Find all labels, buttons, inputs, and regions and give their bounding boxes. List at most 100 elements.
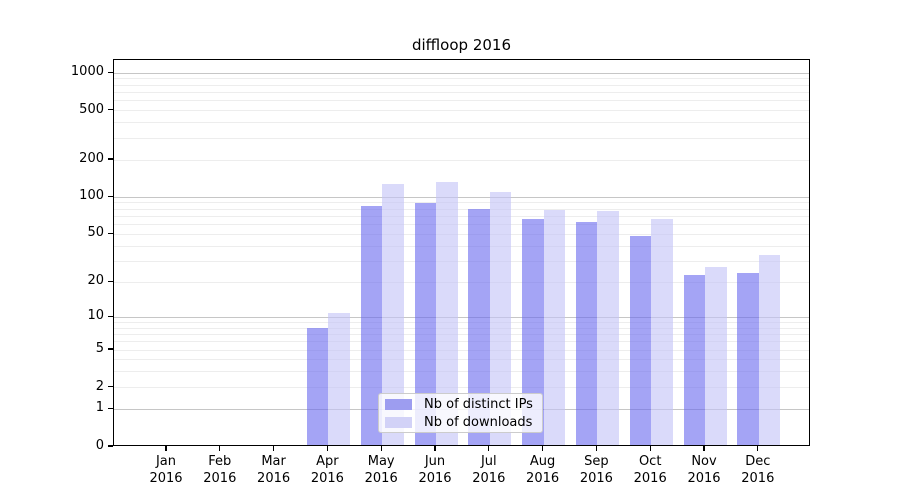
bar-distinct-ips-nov	[683, 275, 705, 445]
x-tick-mark	[434, 446, 436, 451]
x-tick-label: Mar 2016	[257, 454, 291, 486]
gridline	[114, 371, 809, 373]
bar-distinct-ips-dec	[737, 272, 759, 445]
gridline	[114, 208, 809, 210]
legend-label: Nb of distinct IPs	[424, 396, 533, 412]
legend-swatch-downloads	[385, 416, 412, 428]
gridline	[114, 224, 809, 226]
y-tick-mark	[108, 407, 113, 410]
bar-downloads-nov	[705, 266, 727, 445]
legend-label: Nb of downloads	[424, 414, 533, 430]
gridline	[114, 78, 809, 80]
chart-title: diffloop 2016	[411, 36, 511, 54]
bar-downloads-may	[382, 184, 404, 445]
gridline	[114, 333, 809, 335]
legend-swatch-distinct-ips	[385, 398, 412, 410]
gridline	[114, 321, 809, 323]
x-tick-label: Jun 2016	[418, 454, 452, 486]
y-tick-label: 10	[87, 308, 104, 324]
gridline	[114, 349, 809, 351]
y-tick-mark	[108, 445, 113, 447]
gridline	[114, 260, 809, 262]
y-tick-label: 0	[95, 438, 104, 453]
x-tick-mark	[165, 446, 167, 451]
gridline	[114, 387, 809, 389]
gridline	[114, 327, 809, 329]
gridline	[114, 91, 809, 93]
x-tick-label: Apr 2016	[310, 454, 344, 486]
plot-area	[113, 59, 810, 446]
bar-distinct-ips-may	[360, 205, 383, 445]
y-tick-mark	[108, 232, 113, 234]
x-tick-mark	[542, 446, 544, 451]
gridline	[114, 245, 809, 247]
x-tick-mark	[273, 446, 275, 451]
bar-distinct-ips-sep	[575, 221, 598, 445]
gridline	[114, 72, 809, 74]
y-tick-label: 100	[79, 188, 104, 204]
legend-item-distinct-ips: Nb of distinct IPs	[385, 397, 536, 412]
x-tick-label: Jul 2016	[472, 454, 506, 486]
x-tick-mark	[219, 446, 221, 451]
gridline	[114, 110, 809, 112]
gridline	[114, 233, 809, 235]
bar-distinct-ips-jul	[468, 209, 490, 445]
bar-downloads-dec	[758, 254, 781, 445]
gridline	[114, 316, 809, 318]
y-tick-mark	[108, 315, 113, 317]
gridline	[114, 202, 809, 204]
y-tick-mark	[108, 158, 113, 160]
y-tick-label: 200	[79, 151, 104, 167]
x-tick-label: Oct 2016	[633, 454, 667, 486]
bar-distinct-ips-oct	[629, 236, 652, 445]
y-tick-mark	[108, 109, 113, 111]
x-tick-label: Nov 2016	[687, 454, 721, 486]
y-tick-mark	[108, 71, 113, 73]
bar-downloads-aug	[543, 209, 566, 445]
x-tick-mark	[595, 446, 597, 451]
gridline	[114, 196, 809, 198]
bar-distinct-ips-aug	[522, 218, 544, 445]
x-tick-label: Aug 2016	[526, 454, 560, 486]
gridline	[114, 122, 809, 124]
bar-downloads-jul	[489, 192, 512, 445]
x-tick-mark	[649, 446, 651, 451]
y-tick-label: 500	[79, 101, 104, 117]
x-tick-label: Feb 2016	[203, 454, 237, 486]
x-tick-mark	[326, 446, 328, 451]
legend: Nb of distinct IPs Nb of downloads	[378, 393, 543, 433]
bar-downloads-oct	[651, 219, 673, 445]
gridline	[114, 359, 809, 361]
gridline	[114, 137, 809, 139]
gridline	[114, 159, 809, 161]
bar-distinct-ips-apr	[306, 328, 329, 445]
x-tick-mark	[757, 446, 759, 451]
gridline	[114, 281, 809, 283]
x-tick-mark	[380, 446, 382, 451]
gridline	[114, 215, 809, 217]
y-tick-label: 20	[87, 273, 104, 289]
x-tick-mark	[488, 446, 490, 451]
gridline	[114, 100, 809, 102]
legend-item-downloads: Nb of downloads	[385, 415, 536, 430]
x-tick-label: Sep 2016	[579, 454, 613, 486]
gridline	[114, 341, 809, 343]
x-tick-label: Dec 2016	[741, 454, 775, 486]
y-tick-mark	[108, 280, 113, 282]
y-tick-mark	[108, 348, 113, 350]
gridline	[114, 84, 809, 86]
x-tick-label: Jan 2016	[149, 454, 183, 486]
y-tick-label: 1	[95, 400, 104, 416]
x-tick-label: May 2016	[364, 454, 398, 486]
bar-downloads-sep	[597, 210, 619, 445]
bar-downloads-apr	[328, 312, 350, 445]
y-tick-label: 2	[95, 378, 104, 394]
y-tick-label: 5	[95, 341, 104, 357]
y-tick-mark	[108, 385, 113, 388]
bar-distinct-ips-jun	[414, 202, 436, 445]
x-tick-mark	[703, 446, 705, 451]
y-tick-mark	[108, 195, 113, 197]
y-tick-label: 1000	[70, 64, 104, 80]
bar-downloads-jun	[436, 182, 458, 445]
